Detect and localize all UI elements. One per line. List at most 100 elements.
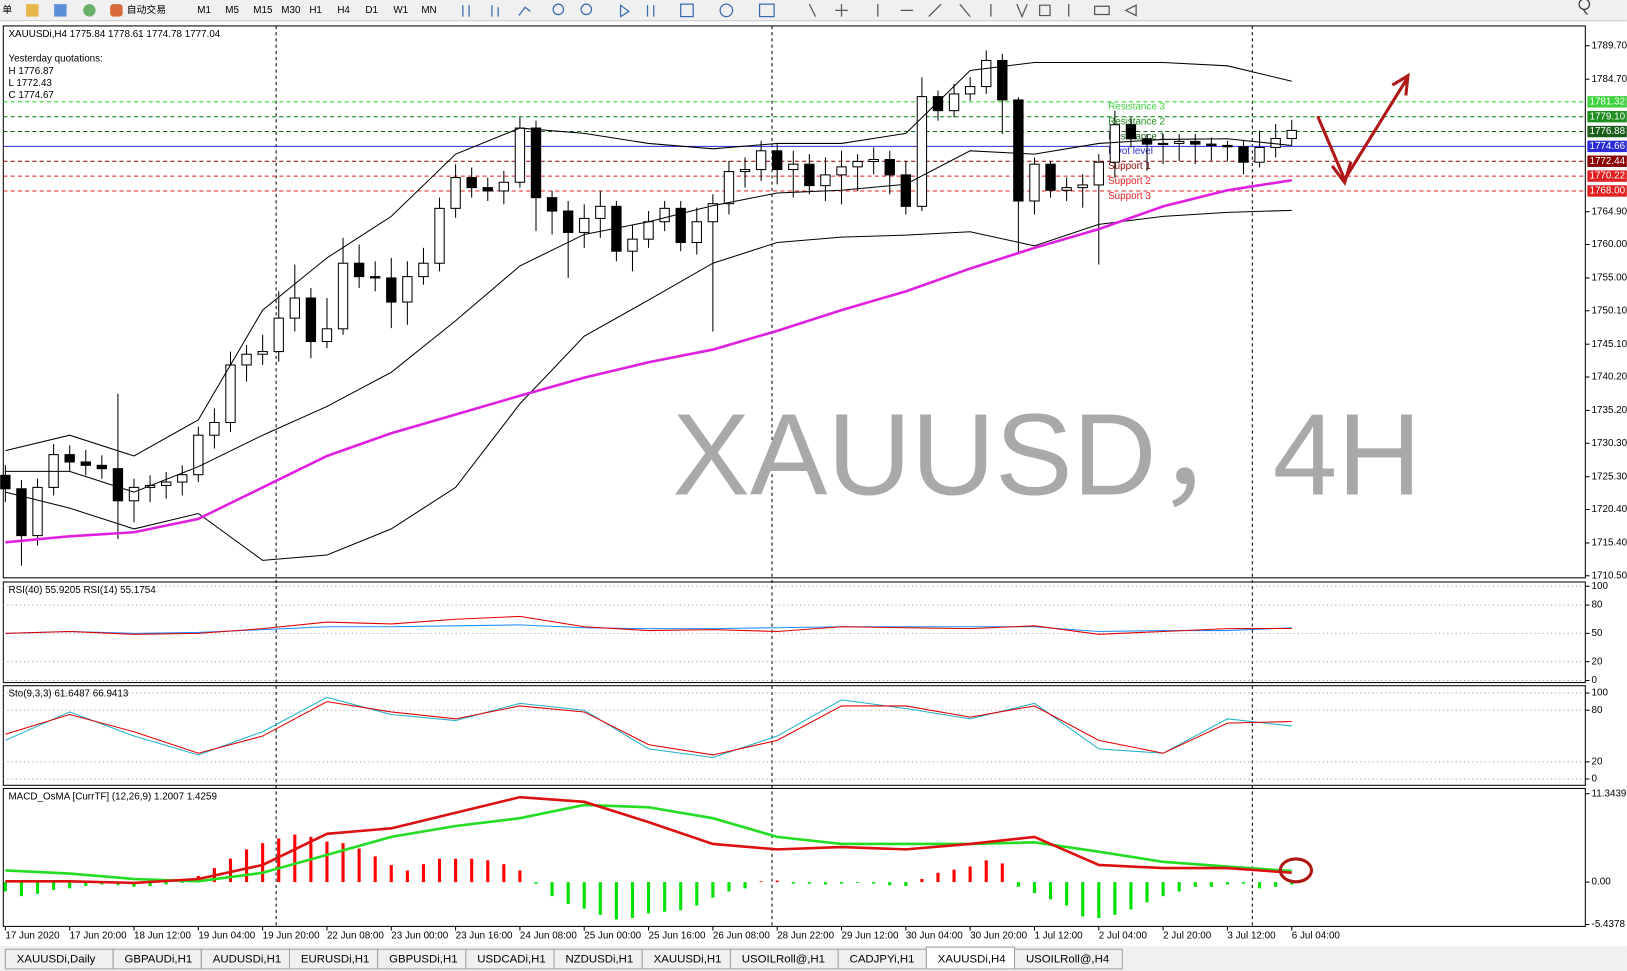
x-tick-label: 2 Jul 04:00 bbox=[1099, 930, 1148, 941]
y-tick-label: 1730.30 bbox=[1592, 438, 1627, 449]
level-label: Resistance 1 bbox=[1108, 131, 1165, 142]
candle-body bbox=[755, 150, 767, 171]
level-price-tag bbox=[1587, 96, 1627, 108]
tab-label[interactable]: USOILRoll@,H1 bbox=[742, 954, 825, 966]
candle-body bbox=[643, 221, 654, 240]
candle-body bbox=[562, 210, 574, 233]
candle-body bbox=[595, 205, 606, 219]
y-tick-label: 1740.20 bbox=[1592, 372, 1627, 383]
level-price-label: 1779.10 bbox=[1589, 111, 1625, 122]
candle-body bbox=[337, 262, 349, 330]
candle-body bbox=[739, 169, 751, 173]
level-price-tag bbox=[1587, 110, 1627, 123]
timeframe-button[interactable]: D1 bbox=[365, 5, 378, 16]
icon[interactable] bbox=[54, 4, 67, 17]
panel-title: Sto(9,3,3) 61.6487 66.9413 bbox=[8, 689, 128, 700]
y-tick-label: 0 bbox=[1592, 774, 1598, 785]
y-tick-label: 80 bbox=[1592, 600, 1603, 611]
x-tick-label: 6 Jul 04:00 bbox=[1292, 930, 1341, 941]
tab-label[interactable]: USDCADi,H1 bbox=[477, 954, 545, 966]
tab-label[interactable]: XAUUSDi,H4 bbox=[938, 954, 1006, 966]
drawn-annotations bbox=[1278, 72, 1410, 884]
icon[interactable] bbox=[83, 4, 96, 17]
candle-body bbox=[16, 488, 27, 537]
candle-body bbox=[225, 364, 236, 424]
chart-title: XAUUSDi,H4 1775.84 1778.61 1774.78 1777.… bbox=[8, 29, 220, 40]
level-price-tag bbox=[1587, 155, 1627, 167]
icon[interactable] bbox=[26, 4, 39, 17]
candle-body bbox=[80, 461, 91, 466]
timeframe-button[interactable]: W1 bbox=[393, 5, 408, 16]
candle-body bbox=[981, 59, 992, 88]
candle-body bbox=[353, 262, 365, 278]
candle-body bbox=[852, 160, 863, 168]
candle-body bbox=[112, 468, 124, 502]
tab-label[interactable]: USOILRoll@,H4 bbox=[1026, 954, 1110, 966]
x-tick-label: 23 Jun 00:00 bbox=[391, 930, 448, 941]
menu-label[interactable]: 单 bbox=[2, 4, 12, 16]
tab-label[interactable]: XAUUSDi,H1 bbox=[654, 954, 722, 966]
candle-body bbox=[884, 158, 895, 176]
candle-body bbox=[209, 421, 220, 436]
tab-label[interactable]: GBPAUDi,H1 bbox=[125, 954, 193, 966]
candle-body bbox=[997, 59, 1008, 101]
y-tick-label: 1725.30 bbox=[1592, 471, 1627, 482]
level-label: Resistance 2 bbox=[1108, 116, 1165, 127]
x-tick-label: 22 Jun 08:00 bbox=[327, 930, 384, 941]
x-tick-label: 1 Jul 12:00 bbox=[1034, 930, 1083, 941]
y-tick-label: 0 bbox=[1592, 675, 1598, 686]
panel-title: MACD_OsMA [CurrTF] (12,26,9) 1.2007 1.42… bbox=[8, 791, 217, 802]
toolbar bbox=[0, 0, 1627, 21]
indicator-line bbox=[5, 178, 1292, 544]
indicator-line bbox=[5, 795, 1292, 885]
candle-body bbox=[530, 127, 542, 199]
candle-body bbox=[321, 328, 333, 343]
candle-body bbox=[32, 486, 43, 537]
candle-body bbox=[691, 221, 702, 244]
candle-body bbox=[900, 174, 912, 207]
x-tick-label: 17 Jun 2020 bbox=[5, 930, 60, 941]
level-price-tag bbox=[1587, 185, 1627, 197]
arrow-head bbox=[1391, 72, 1410, 96]
candle-body bbox=[1222, 144, 1233, 148]
timeframe-button[interactable]: M1 bbox=[197, 5, 211, 16]
tab-label[interactable]: AUDUSDi,H1 bbox=[213, 954, 281, 966]
tab-label[interactable]: CADJPYi,H1 bbox=[850, 954, 915, 966]
timeframe-button[interactable]: M30 bbox=[281, 5, 301, 16]
arrow-head bbox=[1330, 161, 1353, 186]
candle-body bbox=[1190, 140, 1201, 145]
autotrade-button[interactable]: 自动交易 bbox=[127, 3, 166, 16]
tab-label[interactable]: NZDUSDi,H1 bbox=[565, 954, 633, 966]
level-price-label: 1776.88 bbox=[1589, 126, 1625, 137]
candle-body bbox=[627, 238, 638, 252]
candle-body bbox=[64, 454, 75, 463]
indicator-line bbox=[5, 701, 1292, 756]
indicator-line bbox=[5, 615, 1292, 635]
candle-body bbox=[1013, 99, 1024, 202]
tab-label[interactable]: GBPUSDi,H1 bbox=[389, 954, 457, 966]
candle-body bbox=[128, 486, 140, 502]
toolbar-icons bbox=[462, 0, 1591, 19]
candle-body bbox=[434, 207, 445, 264]
timeframe-button[interactable]: M15 bbox=[253, 5, 273, 16]
candle-body bbox=[820, 174, 831, 187]
candle-body bbox=[402, 276, 413, 303]
x-tick-label: 18 Jun 12:00 bbox=[134, 930, 191, 941]
quotation-text: C 1774.67 bbox=[8, 90, 53, 101]
icon[interactable] bbox=[110, 4, 123, 17]
tab-label[interactable]: XAUUSDi,Daily bbox=[17, 954, 96, 966]
candle-body bbox=[450, 177, 461, 209]
candle-body bbox=[370, 276, 381, 279]
candle-body bbox=[1029, 163, 1040, 202]
tab[interactable] bbox=[1014, 948, 1123, 970]
timeframe-button[interactable]: M5 bbox=[225, 5, 239, 16]
timeframe-button[interactable]: H4 bbox=[337, 5, 350, 16]
candle-body bbox=[1045, 163, 1056, 191]
y-tick-label: 80 bbox=[1592, 705, 1603, 716]
candle-body bbox=[1173, 140, 1185, 144]
tab-label[interactable]: EURUSDi,H1 bbox=[301, 954, 369, 966]
timeframe-button[interactable]: MN bbox=[421, 5, 436, 16]
x-tick-label: 19 Jun 04:00 bbox=[198, 930, 255, 941]
timeframe-button[interactable]: H1 bbox=[309, 5, 322, 16]
y-tick-label: 1715.40 bbox=[1592, 538, 1627, 549]
